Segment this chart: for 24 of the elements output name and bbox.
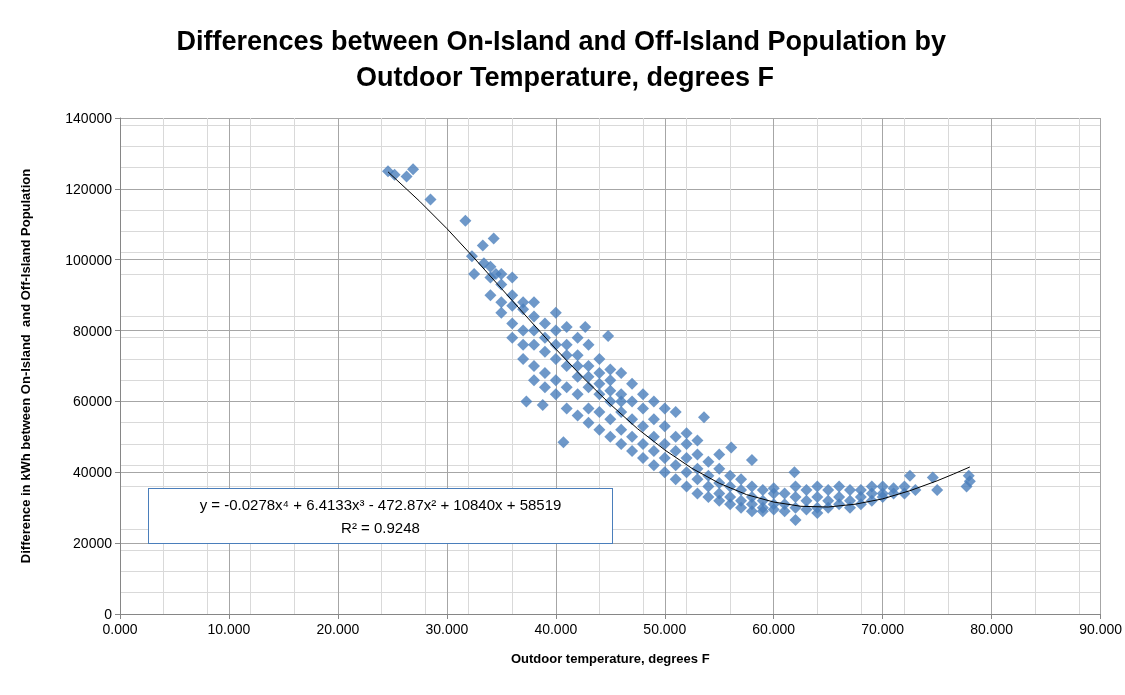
annotation: y = -0.0278x⁴ + 6.4133x³ - 472.87x² + 10840x + 58519 bbox=[198, 495, 563, 515]
x-tick-label: 0.000 bbox=[102, 621, 138, 637]
x-tick-label: 60.000 bbox=[752, 621, 796, 637]
x-tick-label: 50.000 bbox=[643, 621, 687, 637]
chart-title: Differences between On-Island and Off-Island Population by Outdoor Temperature, degrees F bbox=[176, 26, 954, 92]
x-tick-label: 70.000 bbox=[861, 621, 905, 637]
x-tick-label: 30.000 bbox=[425, 621, 469, 637]
text-box: y = -0.0278x⁴ + 6.4133x³ - 472.87x² + 10840x + 58519 R² = 0.9248 bbox=[148, 488, 613, 544]
y-axis-title: Difference in kWh between On-Island and Off-Island Population bbox=[18, 168, 33, 564]
y-tick-label: 100000 bbox=[65, 251, 113, 268]
x-tick-label: 80.000 bbox=[970, 621, 1014, 637]
y-tick-label: 120000 bbox=[65, 180, 113, 197]
x-tick-label: 90.000 bbox=[1079, 621, 1123, 637]
x-axis-title: Outdoor temperature, degrees F bbox=[510, 651, 710, 666]
annotation: R² = 0.9248 bbox=[340, 518, 421, 538]
y-tick-label: 40000 bbox=[73, 464, 113, 481]
x-tick-label: 40.000 bbox=[534, 621, 578, 637]
y-tick-label: 80000 bbox=[73, 322, 113, 339]
y-tick-label: 60000 bbox=[73, 393, 113, 410]
y-tick-label: 0 bbox=[104, 606, 113, 622]
y-tick-label: 20000 bbox=[73, 535, 113, 552]
y-tick-label: 140000 bbox=[65, 110, 113, 126]
x-tick-label: 20.000 bbox=[316, 621, 360, 637]
x-tick-label: 10.000 bbox=[207, 621, 251, 637]
